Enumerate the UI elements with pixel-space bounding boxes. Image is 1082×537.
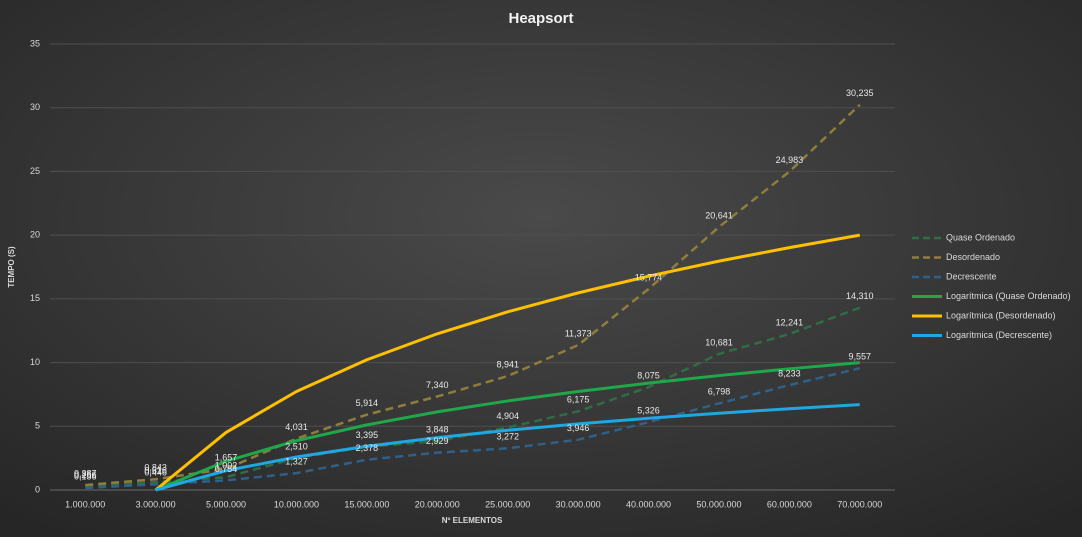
data-label: 24,983	[776, 155, 804, 165]
data-label: 11,373	[565, 328, 592, 338]
y-tick-label: 15	[30, 293, 40, 303]
data-label: 2,929	[426, 436, 449, 446]
data-label: 3,848	[426, 424, 449, 434]
y-tick-label: 20	[30, 230, 40, 240]
data-label: 4,031	[285, 422, 308, 432]
data-label: 0,156	[74, 471, 97, 481]
series-line	[154, 233, 861, 492]
x-tick-label: 10.000.000	[274, 499, 319, 509]
series-line	[85, 367, 861, 490]
legend-label: Decrescente	[946, 271, 997, 281]
chart-title: Heapsort	[508, 10, 573, 27]
data-label: 20,641	[705, 210, 733, 220]
y-tick-label: 35	[30, 38, 40, 48]
y-tick-label: 0	[35, 484, 40, 494]
data-label: 8,233	[778, 368, 801, 378]
data-label: 3,946	[567, 423, 590, 433]
x-tick-label: 20.000.000	[415, 499, 460, 509]
x-tick-label: 5.000.000	[206, 499, 246, 509]
data-label: 1,327	[285, 456, 308, 466]
data-label: 0,754	[215, 464, 238, 474]
data-label: 12,241	[776, 317, 804, 327]
data-label: 0,256	[74, 470, 97, 480]
data-label: 0,843	[144, 463, 167, 473]
y-tick-label: 10	[30, 357, 40, 367]
data-label: 0,616	[144, 466, 167, 476]
x-tick-label: 50.000.000	[696, 499, 741, 509]
data-label: 6,798	[708, 387, 731, 397]
x-tick-label: 60.000.000	[767, 499, 812, 509]
x-tick-label: 70.000.000	[837, 499, 882, 509]
y-axis-title: TEMPO (S)	[7, 246, 16, 288]
series-line	[155, 361, 860, 492]
x-tick-label: 30.000.000	[556, 499, 601, 509]
data-label: 7,340	[426, 380, 449, 390]
y-tick-label: 25	[30, 166, 40, 176]
data-label: 1,002	[215, 461, 238, 471]
x-axis-title: Nº ELEMENTOS	[442, 516, 503, 525]
series-line	[155, 403, 860, 492]
data-label: 1,657	[215, 452, 238, 462]
legend-label: Quase Ordenado	[946, 232, 1015, 242]
data-label: 0,446	[144, 468, 167, 478]
data-label: 9,557	[849, 352, 872, 362]
data-label: 8,075	[637, 370, 660, 380]
legend-label: Logarítmica (Decrescente)	[946, 330, 1052, 340]
data-label: 5,326	[637, 406, 660, 416]
data-label: 2,510	[285, 441, 308, 451]
data-label: 0,387	[74, 468, 97, 478]
data-label: 5,914	[356, 398, 379, 408]
data-label: 2,378	[356, 443, 379, 453]
data-label: 8,941	[496, 359, 519, 369]
x-tick-label: 25.000.000	[485, 499, 530, 509]
data-label: 15,774	[635, 272, 663, 282]
data-label: 4,904	[496, 411, 519, 421]
data-label: 10,681	[705, 337, 733, 347]
legend-label: Desordenado	[946, 252, 1000, 262]
data-label: 3,272	[496, 432, 519, 442]
data-label: 3,395	[356, 430, 379, 440]
data-label: 30,235	[846, 88, 874, 98]
legend-label: Logarítmica (Desordenado)	[946, 310, 1056, 320]
x-tick-label: 3.000.000	[136, 499, 176, 509]
y-tick-label: 30	[30, 102, 40, 112]
x-tick-label: 15.000.000	[344, 499, 389, 509]
x-tick-label: 1.000.000	[65, 499, 105, 509]
y-tick-label: 5	[35, 421, 40, 431]
legend-label: Logarítmica (Quase Ordenado)	[946, 291, 1071, 301]
data-label: 14,310	[846, 291, 874, 301]
data-label: 6,175	[567, 395, 590, 405]
x-tick-label: 40.000.000	[626, 499, 671, 509]
